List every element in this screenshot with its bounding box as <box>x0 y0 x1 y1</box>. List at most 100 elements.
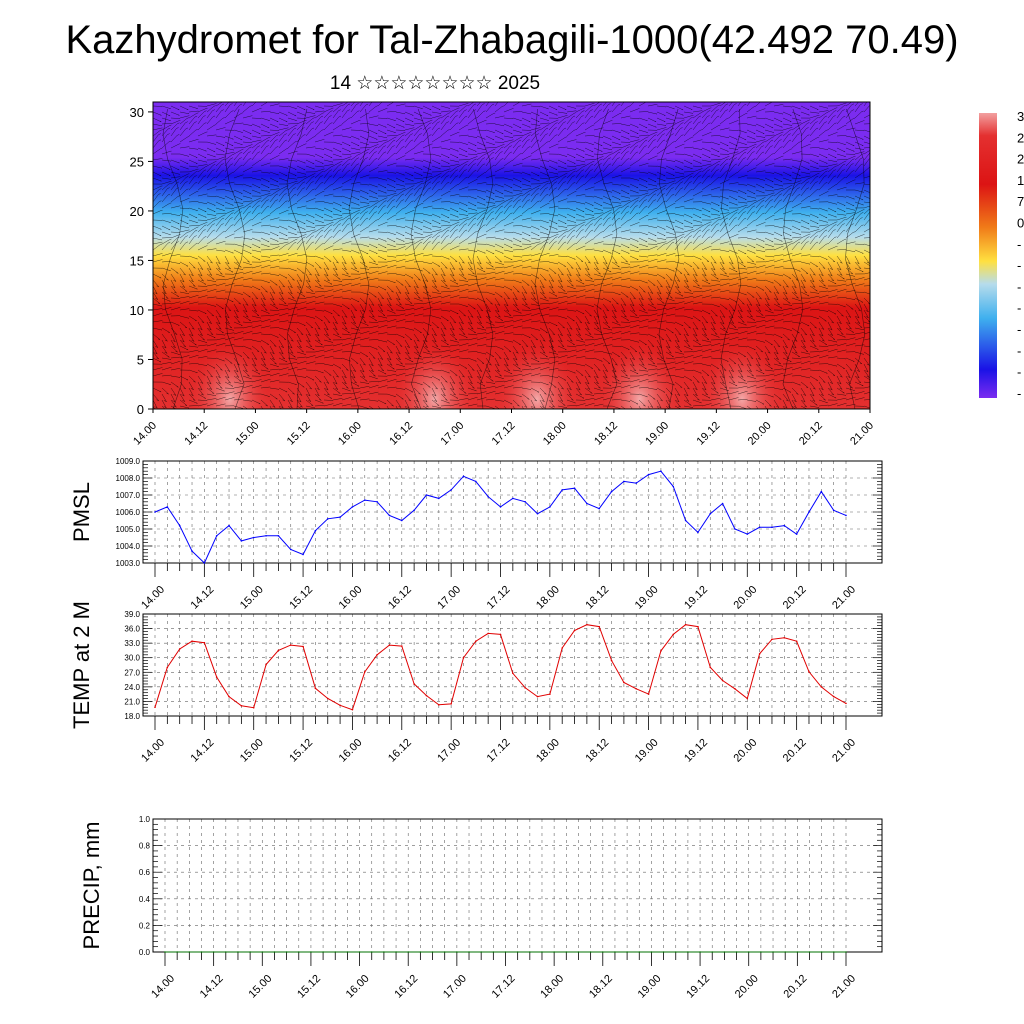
pmsl-point <box>462 475 465 478</box>
temp-point <box>178 648 181 650</box>
temp-point <box>450 703 452 705</box>
wind-barb-row <box>153 385 870 397</box>
wind-barb-row <box>153 217 870 231</box>
temp-point <box>289 644 292 646</box>
x-tick-label: 17.00 <box>435 584 463 612</box>
pmsl-point <box>388 514 391 517</box>
precip-point <box>297 951 300 953</box>
wind-barb-row <box>153 283 870 295</box>
y-tick-label: 39.0 <box>124 610 140 619</box>
pmsl-point <box>289 548 292 551</box>
temp-point <box>326 697 329 700</box>
pmsl-point <box>228 524 230 527</box>
pmsl-point <box>425 494 428 496</box>
pmsl-point <box>265 535 267 537</box>
wind-barb-row <box>153 397 870 409</box>
colorbar-label: - <box>1017 237 1021 252</box>
pmsl-point <box>314 529 317 532</box>
pmsl-point <box>734 528 736 530</box>
temp-point <box>400 645 403 647</box>
y-tick-label: 25 <box>130 154 144 169</box>
precip-point <box>407 951 410 953</box>
x-tick-label: 16.12 <box>387 420 415 448</box>
x-tick-label: 14.12 <box>198 973 226 1001</box>
x-tick-label: 15.00 <box>246 973 274 1001</box>
wind-barb-row <box>153 151 870 165</box>
precip-point <box>772 951 774 953</box>
wind-barb-row <box>153 307 869 319</box>
pmsl-point <box>339 516 341 518</box>
temp-point <box>536 695 539 698</box>
page-subtitle: 14 ☆☆☆☆☆☆☆☆ 2025 <box>329 73 541 94</box>
wind-barb-row <box>153 103 870 117</box>
precip-point <box>383 951 385 953</box>
contour-line <box>286 108 308 409</box>
temp-axis-title: TEMP at 2 M <box>69 601 94 729</box>
y-tick-label: 0.6 <box>139 868 151 877</box>
precip-point <box>370 951 373 953</box>
y-tick-label: 0.0 <box>139 948 151 957</box>
pmsl-point <box>438 497 440 500</box>
y-tick-label: 27.0 <box>124 668 140 677</box>
temp-point <box>499 633 502 636</box>
pmsl-point <box>240 540 243 542</box>
contour-line <box>658 108 680 409</box>
temp-point <box>438 704 440 706</box>
precip-point <box>760 951 762 953</box>
temp-point <box>808 671 810 673</box>
x-tick-label: 14.00 <box>139 584 167 612</box>
temp-point <box>302 645 304 648</box>
temp-point <box>154 706 156 709</box>
temp-point <box>845 702 847 705</box>
precip-point <box>261 951 264 953</box>
colorbar-label: - <box>1017 343 1021 358</box>
x-tick-label: 14.00 <box>149 973 177 1001</box>
precip-point <box>626 951 628 953</box>
colorbar-gradient <box>979 113 997 398</box>
temp-point <box>832 695 835 698</box>
precip-point <box>310 951 312 953</box>
wind-barb-row <box>153 258 870 271</box>
x-tick-label: 19.00 <box>636 973 664 1001</box>
x-tick-label: 19.00 <box>633 584 661 612</box>
pmsl-point <box>783 524 786 527</box>
x-tick-label: 18.00 <box>534 737 562 765</box>
temp-point <box>758 653 761 655</box>
pmsl-point <box>721 502 724 505</box>
precip-point <box>322 951 324 953</box>
temp-panel: 18.0 21.0 24.0 27.0 30.0 33.0 36.0 39.0 14.00 14.… <box>69 601 883 765</box>
precip-point <box>188 951 191 953</box>
precip-point <box>796 951 799 953</box>
precip-point <box>468 951 470 953</box>
precip-point <box>346 951 349 953</box>
contour-line <box>410 108 432 409</box>
x-tick-label: 14.12 <box>189 737 217 765</box>
wind-barb-row <box>153 199 870 213</box>
temp-point <box>413 683 415 685</box>
pmsl-point <box>277 535 280 537</box>
y-tick-label: 36.0 <box>124 625 140 634</box>
temp-point <box>573 629 576 632</box>
x-tick-label: 16.12 <box>392 973 420 1001</box>
pmsl-point <box>203 562 206 564</box>
x-tick-label: 18.12 <box>587 973 615 1001</box>
wind-barb-row <box>153 331 870 343</box>
temp-point <box>351 708 354 711</box>
pmsl-point <box>623 480 625 483</box>
temp-point <box>215 676 218 678</box>
colorbar: 3 2 2 1 7 0 - - - - - - - - <box>979 109 1024 401</box>
pmsl-point <box>746 533 749 535</box>
precip-point <box>820 951 823 953</box>
warm-maximum-3 <box>599 344 680 409</box>
pmsl-point <box>524 501 526 503</box>
pmsl-point <box>413 509 415 512</box>
precip-point <box>358 951 361 953</box>
x-tick-label: 17.12 <box>490 973 518 1001</box>
temp-point <box>191 640 193 642</box>
precip-point <box>723 951 726 953</box>
colorbar-label: 2 <box>1017 152 1024 167</box>
pmsl-point <box>376 501 378 503</box>
x-tick-label: 21.00 <box>830 973 858 1001</box>
wind-barb-row <box>153 289 870 301</box>
x-tick-label: 19.12 <box>682 584 710 612</box>
